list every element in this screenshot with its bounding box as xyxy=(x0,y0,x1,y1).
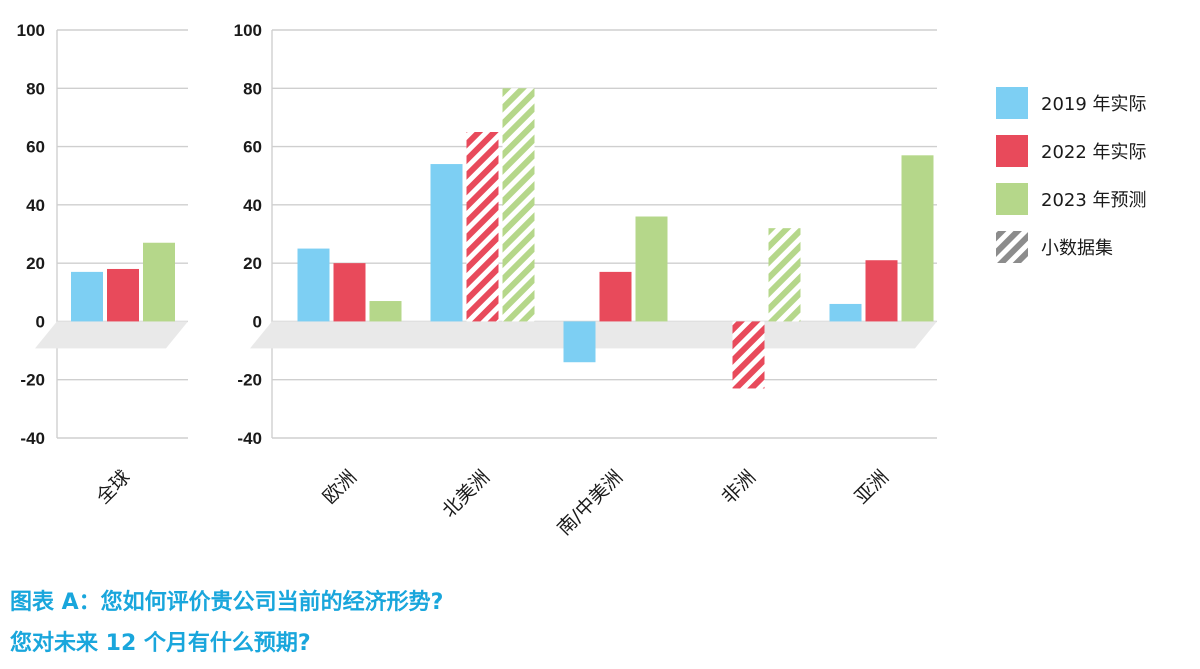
y-tick-label: 40 xyxy=(26,196,45,215)
legend-label: 2019 年实际 xyxy=(1041,94,1147,115)
bar-2019 xyxy=(563,321,596,363)
category-label: 亚洲 xyxy=(851,466,893,508)
bar-2023 xyxy=(901,155,934,322)
chart-subtitle: 您对未来 12 个月有什么预期? xyxy=(10,631,311,656)
y-tick-label: 80 xyxy=(26,79,45,98)
bar-2022 xyxy=(732,321,765,389)
bar-2023 xyxy=(502,88,535,322)
y-tick-label: 60 xyxy=(26,138,45,157)
bar-2019 xyxy=(430,164,463,322)
y-tick-label: 20 xyxy=(243,254,262,273)
y-tick-label: 0 xyxy=(36,312,45,331)
bar-2023 xyxy=(369,301,402,322)
category-label: 全球 xyxy=(92,466,134,508)
y-tick-label: 40 xyxy=(243,196,262,215)
bar-2019 xyxy=(829,303,862,322)
y-tick-label: 0 xyxy=(253,312,262,331)
legend-swatch xyxy=(996,231,1028,263)
bar-2022 xyxy=(466,132,499,322)
y-tick-label: -40 xyxy=(20,429,45,448)
bar-2022 xyxy=(599,271,632,322)
bar-2022 xyxy=(333,263,366,322)
y-tick-label: 60 xyxy=(243,138,262,157)
y-tick-label: -20 xyxy=(20,371,45,390)
y-tick-label: -40 xyxy=(237,429,262,448)
category-label: 非洲 xyxy=(718,466,760,508)
bars-layer xyxy=(71,88,934,389)
y-tick-label: 100 xyxy=(17,21,45,40)
category-label: 欧洲 xyxy=(319,466,361,508)
bar-2019 xyxy=(297,248,330,322)
y-tick-label: 20 xyxy=(26,254,45,273)
y-tick-label: 80 xyxy=(243,79,262,98)
y-tick-label: 100 xyxy=(234,21,262,40)
bar-2023 xyxy=(143,242,175,322)
zero-baseline-floor xyxy=(35,321,188,349)
category-label: 北美洲 xyxy=(438,466,494,522)
bar-2022 xyxy=(865,260,898,322)
legend-swatch xyxy=(996,87,1028,119)
zero-baseline-layer xyxy=(35,321,937,349)
legend-label: 小数据集 xyxy=(1041,238,1113,259)
bar-2023 xyxy=(768,228,801,322)
y-tick-label: -20 xyxy=(237,371,262,390)
legend-swatch xyxy=(996,183,1028,215)
bar-2023 xyxy=(635,216,668,322)
legend-label: 2022 年实际 xyxy=(1041,142,1147,163)
legend-label: 2023 年预测 xyxy=(1041,190,1147,211)
legend-swatch xyxy=(996,135,1028,167)
bar-2022 xyxy=(107,268,139,322)
bar-2019 xyxy=(71,271,103,322)
category-label: 南/中美洲 xyxy=(553,466,627,540)
chart-title: 图表 A：您如何评价贵公司当前的经济形势? xyxy=(10,590,444,615)
